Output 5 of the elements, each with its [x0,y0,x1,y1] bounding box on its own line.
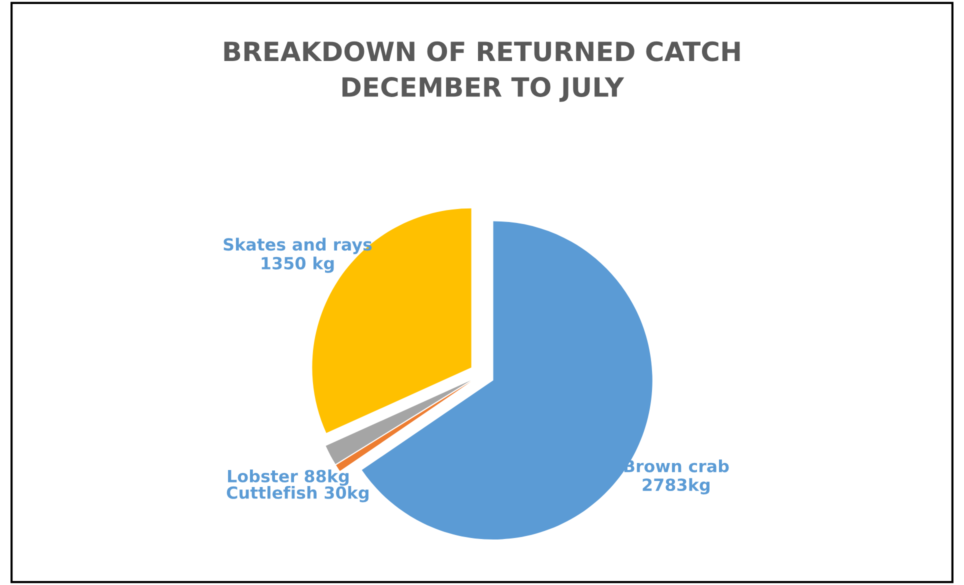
slice-label: Cuttlefish 30kg [226,486,368,502]
data-label: 2783kg [642,478,710,494]
data-label: 1350 kg [262,256,334,273]
slice-label: Lobster 88kg [228,470,349,486]
chart-title: BREAKDOWN OF RETURNED CATCH DECEMBER TO JULY [224,41,740,102]
